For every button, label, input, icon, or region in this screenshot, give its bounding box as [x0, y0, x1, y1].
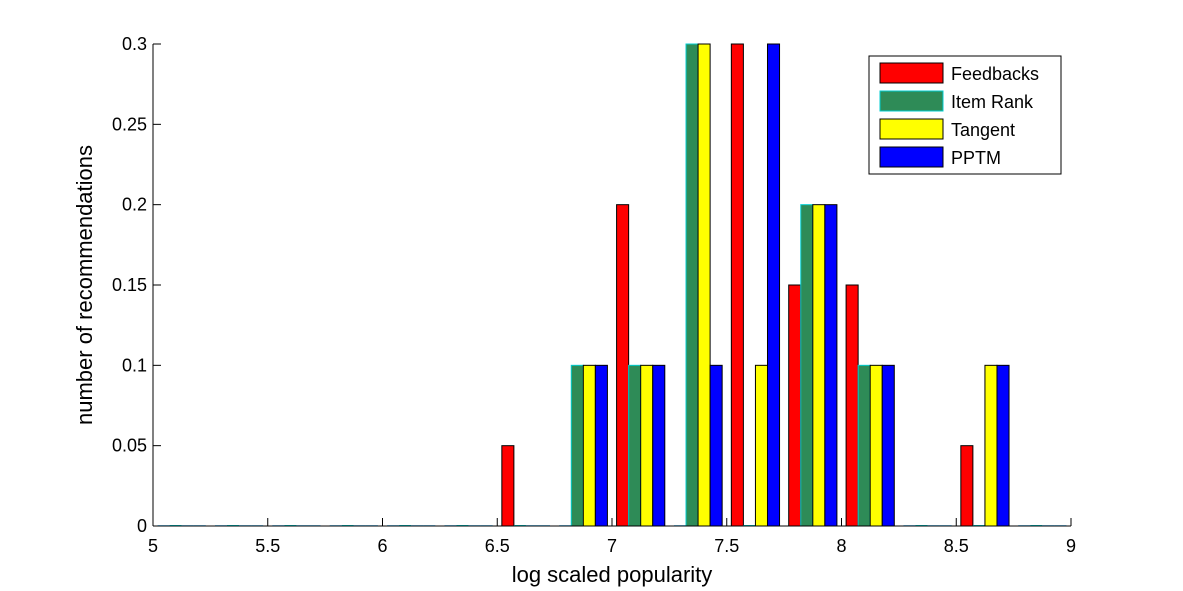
legend-swatch-item-rank [879, 90, 944, 112]
y-axis-label: number of recommendations [72, 145, 97, 425]
legend-label: Feedbacks [951, 64, 1039, 84]
bar-pptm [652, 364, 666, 527]
bar-pptm [824, 204, 838, 527]
bar-feedbacks [788, 284, 802, 527]
bar-pptm [709, 364, 723, 527]
x-tick-label: 6 [377, 536, 387, 556]
bar-pptm [766, 43, 781, 527]
bar-feedbacks [501, 445, 515, 527]
x-tick-label: 7 [607, 536, 617, 556]
bar-pptm [594, 364, 608, 527]
x-tick-label: 8.5 [944, 536, 969, 556]
bar-tangent [697, 43, 711, 527]
x-tick-label: 5 [148, 536, 158, 556]
ticks-group: 5 5.5 6 6.5 7 7.5 8 8.5 9 0 0.05 0.1 0.15 0.2 0.25 0.3 [112, 34, 1076, 556]
bar-tangent [640, 364, 654, 527]
bar-item-rank [857, 364, 871, 527]
legend-label: PPTM [951, 148, 1001, 168]
x-tick-label: 6.5 [485, 536, 510, 556]
y-tick-label: 0.3 [122, 34, 147, 54]
legend-label: Tangent [951, 120, 1015, 140]
legend-swatch-feedbacks [879, 62, 944, 84]
legend-swatch-pptm [879, 146, 944, 168]
x-axis-label: log scaled popularity [512, 562, 713, 587]
x-tick-label: 7.5 [714, 536, 739, 556]
y-tick-label: 0.05 [112, 436, 147, 456]
bars-group [157, 43, 1067, 527]
bar-tangent [984, 364, 998, 527]
legend-swatch-tangent [879, 118, 944, 140]
bar-pptm [996, 364, 1010, 527]
bar-item-rank [628, 364, 642, 527]
y-tick-label: 0.15 [112, 275, 147, 295]
bar-item-rank [570, 364, 584, 527]
bar-item-rank [800, 204, 814, 527]
bar-pptm [881, 364, 895, 527]
x-tick-label: 9 [1066, 536, 1076, 556]
y-tick-label: 0.1 [122, 355, 147, 375]
y-tick-label: 0 [137, 516, 147, 536]
bar-feedbacks [845, 284, 859, 527]
x-tick-label: 5.5 [255, 536, 280, 556]
y-tick-label: 0.2 [122, 195, 147, 215]
bar-item-rank [685, 43, 699, 527]
bar-tangent [812, 204, 826, 527]
bar-feedbacks [960, 445, 974, 527]
bar-tangent [869, 364, 883, 527]
legend-label: Item Rank [951, 92, 1034, 112]
x-tick-label: 8 [836, 536, 846, 556]
bar-tangent [582, 364, 596, 527]
bar-tangent [754, 364, 768, 527]
legend: Feedbacks Item Rank Tangent PPTM [868, 55, 1062, 175]
bar-feedbacks [616, 204, 630, 527]
y-tick-label: 0.25 [112, 114, 147, 134]
bar-feedbacks [730, 43, 744, 527]
